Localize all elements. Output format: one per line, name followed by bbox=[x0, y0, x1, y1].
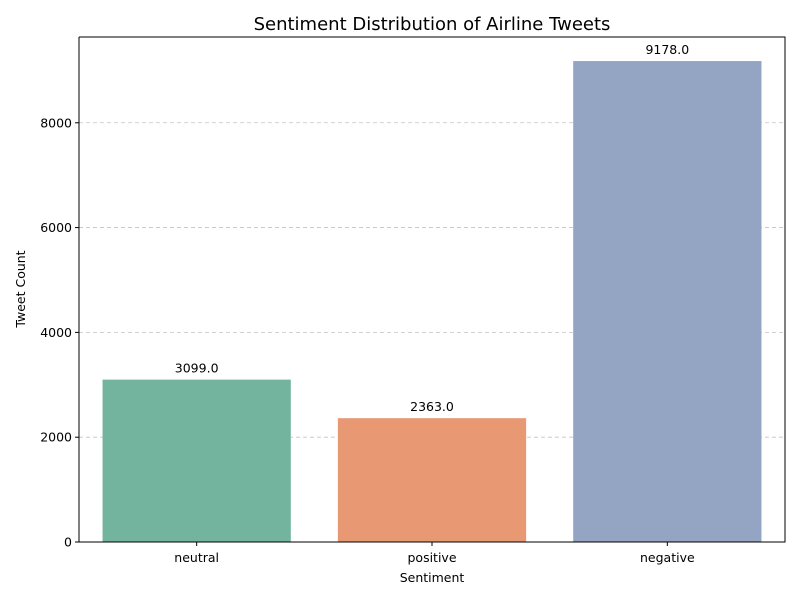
x-tick-label-neutral: neutral bbox=[174, 550, 219, 565]
bar-negative bbox=[573, 61, 762, 542]
y-tick-label: 2000 bbox=[40, 430, 72, 445]
y-tick-label: 4000 bbox=[40, 325, 72, 340]
x-tick-label-negative: negative bbox=[640, 550, 695, 565]
data-label-positive: 2363.0 bbox=[410, 399, 454, 414]
axes bbox=[78, 36, 786, 543]
x-tick-label-positive: positive bbox=[407, 550, 456, 565]
axes-frame bbox=[78, 36, 786, 543]
y-tick-label: 6000 bbox=[40, 220, 72, 235]
x-axis-ticks: neutral positive negative bbox=[174, 542, 695, 565]
x-axis-label: Sentiment bbox=[400, 570, 465, 585]
y-tick-label: 8000 bbox=[40, 115, 72, 130]
y-axis-label: Tweet Count bbox=[13, 250, 28, 328]
data-label-neutral: 3099.0 bbox=[175, 361, 219, 376]
y-axis-ticks: 0 2000 4000 6000 8000 bbox=[40, 115, 79, 550]
y-tick-label: 0 bbox=[64, 535, 72, 550]
bar-neutral bbox=[102, 379, 291, 542]
bar-positive bbox=[337, 418, 527, 542]
data-labels: 3099.0 2363.0 9178.0 bbox=[175, 42, 689, 414]
data-label-negative: 9178.0 bbox=[645, 42, 689, 57]
chart-title: Sentiment Distribution of Airline Tweets bbox=[254, 14, 611, 35]
bars bbox=[102, 61, 762, 542]
